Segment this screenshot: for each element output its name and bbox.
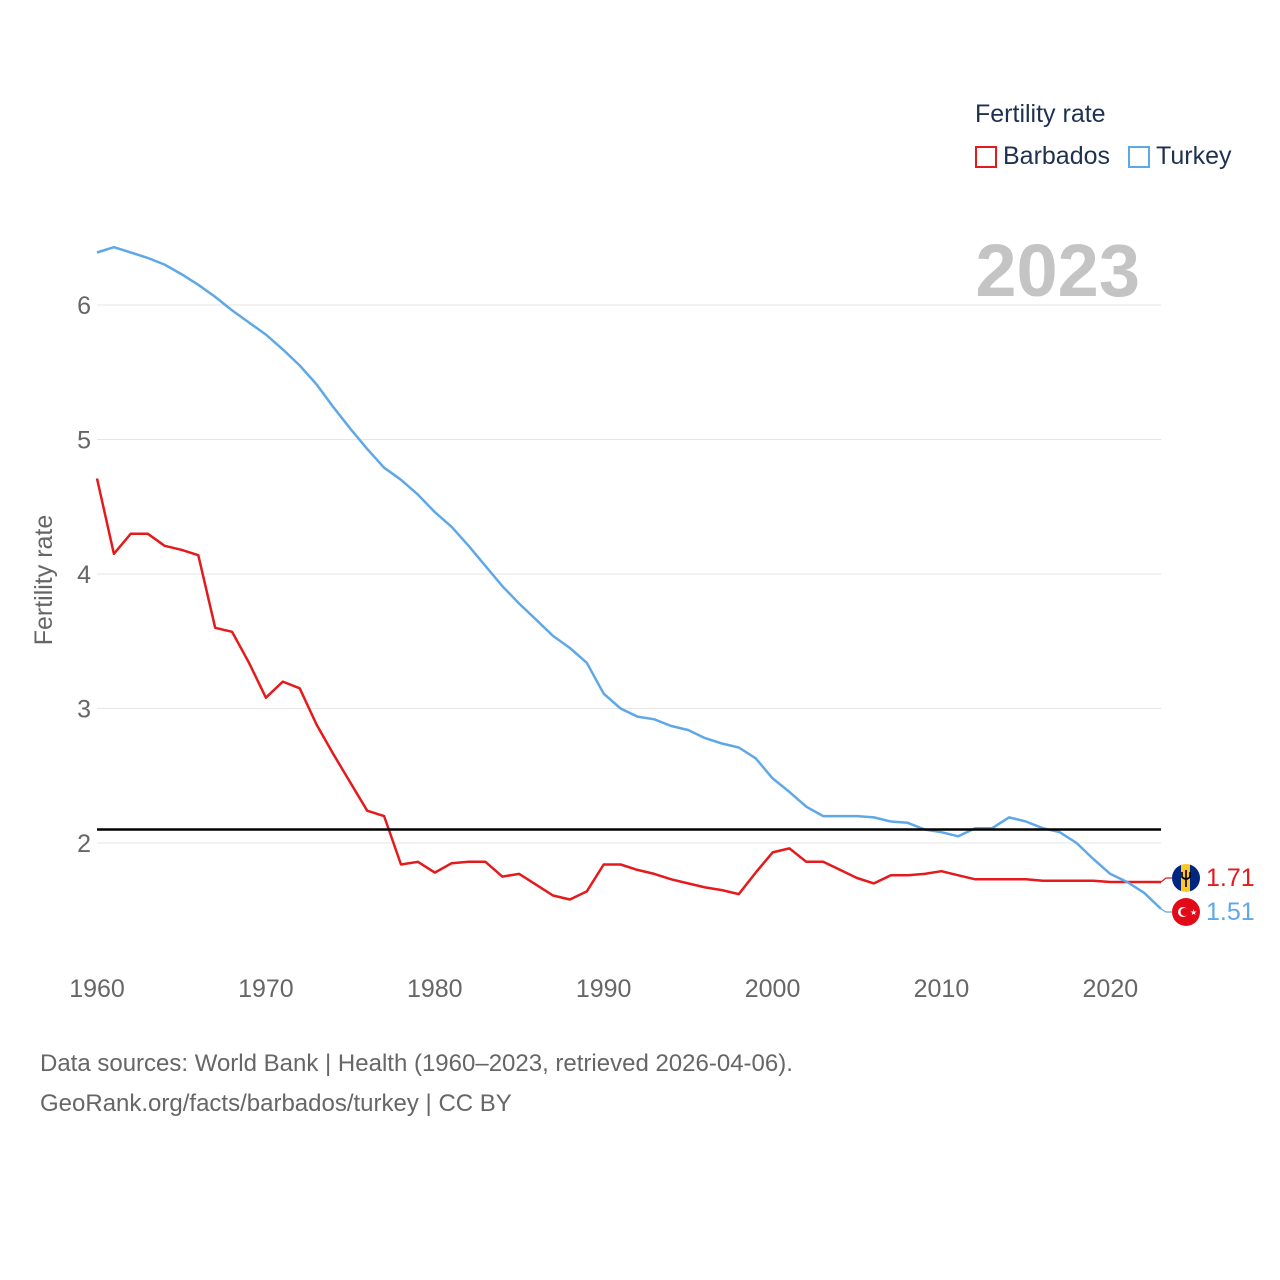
x-tick-labels: 1960 1970 1980 1990 2000 2010 2020 <box>69 975 1138 1003</box>
current-year-label: 2023 <box>975 229 1140 312</box>
legend-item-barbados[interactable]: Barbados <box>975 142 1110 171</box>
barbados-end-value: 1.71 <box>1206 864 1255 892</box>
legend: Barbados Turkey <box>975 142 1250 171</box>
y-tick-6: 6 <box>77 292 91 320</box>
x-tick-2000: 2000 <box>745 975 801 1003</box>
end-connector-turkey <box>1160 908 1172 913</box>
y-tick-3: 3 <box>77 696 91 724</box>
x-tick-2020: 2020 <box>1083 975 1139 1003</box>
series-lines <box>95 245 1172 913</box>
legend-title: Fertility rate <box>975 100 1106 128</box>
barbados-flag-icon <box>1172 864 1200 892</box>
x-tick-1990: 1990 <box>576 975 632 1003</box>
source-note: Data sources: World Bank | Health (1960–… <box>40 1044 793 1124</box>
x-tick-1960: 1960 <box>69 975 125 1003</box>
series-line-turkey <box>96 245 1162 910</box>
end-markers: ★ 1.71 1.51 <box>1172 864 1255 926</box>
y-axis-label: Fertility rate <box>30 515 58 646</box>
turkey-flag-icon: ★ <box>1172 898 1200 926</box>
source-line-2[interactable]: GeoRank.org/facts/barbados/turkey | CC B… <box>40 1090 512 1117</box>
y-tick-4: 4 <box>77 561 91 589</box>
y-tick-5: 5 <box>77 427 91 455</box>
x-tick-1980: 1980 <box>407 975 463 1003</box>
legend-label-turkey: Turkey <box>1156 142 1232 170</box>
y-gridlines <box>97 304 1161 844</box>
turkey-end-value: 1.51 <box>1206 898 1255 926</box>
legend-swatch-turkey <box>1128 145 1151 168</box>
end-connector-barbados <box>1160 877 1172 883</box>
source-line-1: Data sources: World Bank | Health (1960–… <box>40 1050 793 1077</box>
x-tick-1970: 1970 <box>238 975 294 1003</box>
x-tick-2010: 2010 <box>914 975 970 1003</box>
legend-item-turkey[interactable]: Turkey <box>1128 142 1232 171</box>
y-tick-labels: 2 3 4 5 6 <box>77 292 91 858</box>
legend-swatch-barbados <box>975 145 997 168</box>
legend-label-barbados: Barbados <box>1003 142 1111 170</box>
series-line-barbados <box>95 478 1161 901</box>
y-tick-2: 2 <box>77 830 91 858</box>
svg-text:★: ★ <box>1190 908 1197 917</box>
